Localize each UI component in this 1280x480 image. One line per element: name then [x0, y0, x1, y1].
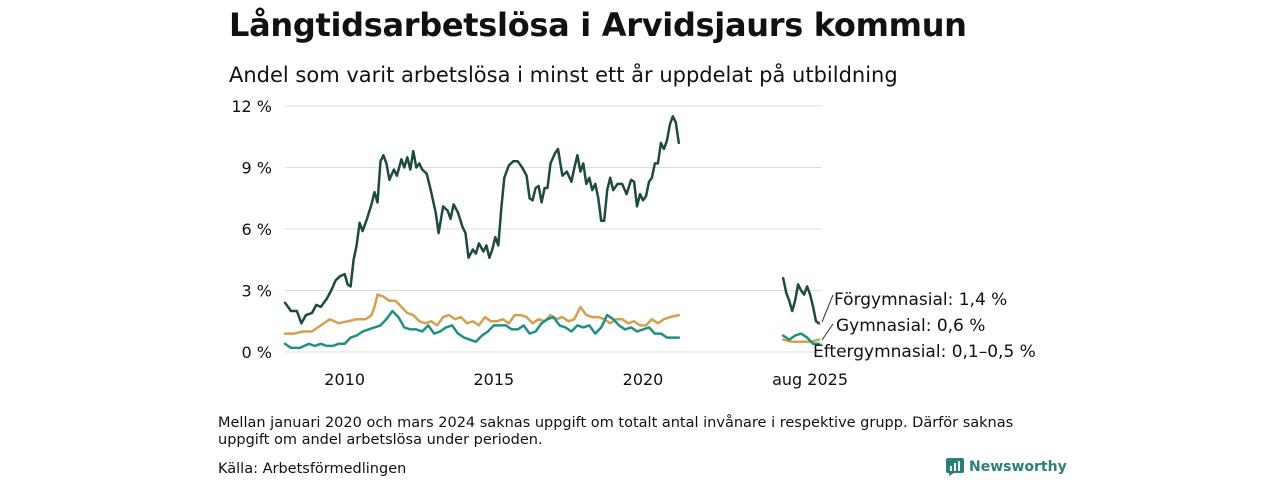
series-line-gymnasial-1 [781, 338, 821, 344]
gridlines [285, 105, 822, 353]
brand-name: Newsworthy [969, 459, 1067, 475]
series-label-gymnasial: Gymnasial: 0,6 % [836, 316, 985, 336]
series-label-forgymnasial: Förgymnasial: 1,4 % [834, 290, 1007, 310]
y-tick-label: 0 % [242, 343, 272, 362]
brand-logo: Newsworthy [946, 458, 1067, 476]
leader-line-forgymnasial [821, 294, 834, 323]
series-line-forgymnasial-0 [283, 115, 681, 325]
series-line-forgymnasial-1 [781, 276, 821, 325]
y-tick-label: 12 % [231, 97, 272, 116]
x-tick-label: 2015 [473, 370, 514, 389]
x-tick-label: aug 2025 [772, 370, 848, 389]
x-tick-label: 2010 [324, 370, 365, 389]
line-chart: 0 % 3 % 6 % 9 % 12 % 2010 2015 2020 aug 2025 Fö… [231, 97, 1036, 389]
y-tick-label: 3 % [242, 282, 272, 301]
series-line-eftergymnasial-1 [781, 332, 821, 346]
series-labels: Förgymnasial: 1,4 % Gymnasial: 0,6 % Efter… [813, 290, 1036, 362]
chart-subtitle: Andel som varit arbetslösa i minst ett å… [229, 63, 898, 87]
footnote: Mellan januari 2020 och mars 2024 saknas… [218, 415, 1014, 448]
series-line-eftergymnasial-0 [283, 309, 681, 350]
series-lines [283, 115, 821, 350]
chart-title: Långtidsarbetslösa i Arvidsjaurs kommun [229, 6, 967, 44]
y-tick-label: 9 % [242, 159, 272, 178]
series-line-gymnasial-0 [283, 293, 681, 335]
y-tick-label: 6 % [242, 220, 272, 239]
leader-line-gymnasial [821, 323, 834, 341]
newsworthy-logo-icon [946, 458, 964, 476]
x-tick-label: 2020 [623, 370, 664, 389]
y-axis-ticks: 0 % 3 % 6 % 9 % 12 % [231, 97, 272, 362]
series-label-eftergymnasial: Eftergymnasial: 0,1–0,5 % [813, 342, 1036, 362]
x-axis-ticks: 2010 2015 2020 aug 2025 [324, 370, 848, 389]
source-note: Källa: Arbetsförmedlingen [218, 461, 407, 477]
